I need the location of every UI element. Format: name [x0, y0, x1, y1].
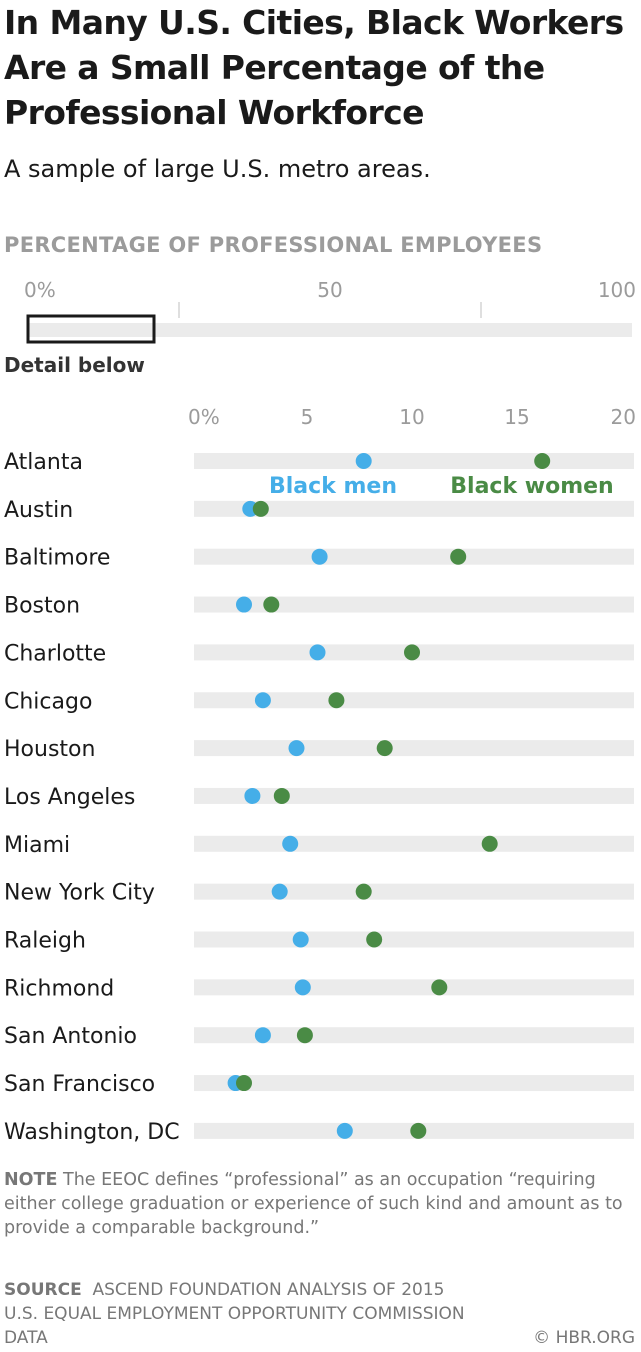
table-row: Charlotte — [4, 641, 634, 666]
row-track — [194, 596, 634, 613]
city-label: New York City — [4, 881, 155, 906]
note: NOTE The EEOC defines “professional” as … — [4, 1168, 634, 1240]
row-track — [194, 787, 634, 804]
row-track — [194, 835, 634, 852]
overview-axis: 0% 50 100 — [24, 278, 636, 344]
detail-axis: 0% 5 10 15 20 — [188, 405, 636, 429]
data-point — [236, 1075, 252, 1092]
data-point — [292, 931, 309, 948]
row-track — [194, 979, 634, 996]
city-label: Los Angeles — [4, 785, 135, 810]
data-point — [271, 883, 288, 900]
chart-subtitle: A sample of large U.S. metro areas. — [4, 155, 431, 183]
data-point — [254, 692, 271, 709]
data-point — [273, 787, 290, 804]
detail-tick-label: 15 — [504, 405, 529, 429]
city-label: Austin — [4, 498, 73, 523]
data-point — [366, 931, 383, 948]
data-point — [311, 548, 328, 565]
data-point — [282, 835, 299, 852]
city-label: Chicago — [4, 689, 92, 714]
table-row: Chicago — [4, 689, 634, 714]
city-label: Baltimore — [4, 546, 110, 571]
row-track — [194, 883, 634, 900]
data-point — [336, 1122, 353, 1139]
city-label: Charlotte — [4, 641, 106, 666]
data-point — [328, 692, 345, 709]
data-point — [263, 596, 280, 613]
source: SOURCE Ascend Foundation analysis of 201… — [4, 1278, 474, 1350]
city-label: Richmond — [4, 976, 114, 1001]
table-row: Richmond — [4, 976, 634, 1001]
city-label: Miami — [4, 833, 70, 858]
data-point — [296, 1027, 313, 1044]
chart-title: In Many U.S. Cities, Black Workers Are a… — [4, 3, 624, 132]
row-track — [194, 740, 634, 757]
table-row: Washington, DC — [4, 1120, 634, 1145]
table-row: New York City — [4, 881, 634, 906]
row-track — [194, 453, 634, 469]
overview-track — [28, 323, 632, 337]
table-row: San Antonio — [4, 1024, 634, 1049]
note-label: NOTE — [4, 1170, 58, 1190]
data-point — [431, 979, 448, 996]
chart-rows: Atlanta Austin Baltimore Boston Charlotte Chi… — [4, 450, 634, 1145]
detail-tick-label: 10 — [399, 405, 424, 429]
row-track — [194, 692, 634, 709]
overview-tick-label: 100 — [598, 278, 636, 302]
data-point — [355, 453, 372, 469]
credit: © HBR.ORG — [533, 1328, 635, 1348]
row-track — [194, 931, 634, 948]
table-row: San Francisco — [4, 1072, 634, 1097]
data-point — [410, 1122, 427, 1139]
row-track — [194, 548, 634, 565]
data-point — [288, 740, 305, 757]
legend-label: Black women — [450, 474, 613, 499]
table-row: Baltimore — [4, 546, 634, 571]
data-point — [450, 548, 467, 565]
row-track — [194, 1075, 634, 1092]
city-label: Atlanta — [4, 450, 83, 475]
data-point — [236, 596, 252, 613]
detail-range-box — [26, 314, 156, 344]
data-point — [309, 644, 326, 661]
city-label: San Francisco — [4, 1072, 155, 1097]
source-label: SOURCE — [4, 1280, 82, 1300]
city-label: Washington, DC — [4, 1120, 180, 1145]
detail-label: Detail below — [4, 353, 145, 377]
table-row: Atlanta — [4, 450, 634, 475]
data-point — [355, 883, 372, 900]
city-label: Raleigh — [4, 929, 86, 954]
detail-tick-label: 5 — [301, 405, 314, 429]
data-point — [481, 835, 498, 852]
data-point — [254, 1027, 271, 1044]
detail-tick-label: 0% — [188, 405, 220, 429]
table-row: Austin — [4, 498, 634, 523]
source-text: Ascend Foundation analysis of 2015 U.S. … — [4, 1280, 465, 1348]
table-row: Houston — [4, 737, 634, 762]
data-point — [252, 500, 269, 517]
legend-label: Black men — [269, 474, 397, 499]
data-point — [244, 787, 261, 804]
city-label: Houston — [4, 737, 95, 762]
table-row: Los Angeles — [4, 785, 634, 810]
chart-canvas: 0% 50 100 0% 5 10 15 20 Atlanta Austin Baltimore… — [4, 278, 636, 1145]
city-label: San Antonio — [4, 1024, 137, 1049]
data-point — [404, 644, 420, 661]
table-row: Raleigh — [4, 929, 634, 954]
overview-tick-label: 50 — [317, 278, 342, 302]
data-point — [376, 740, 393, 757]
row-track — [194, 500, 634, 517]
axis-title: PERCENTAGE OF PROFESSIONAL EMPLOYEES — [4, 233, 543, 257]
city-label: Boston — [4, 594, 80, 619]
detail-tick-label: 20 — [611, 405, 636, 429]
table-row: Miami — [4, 833, 634, 858]
note-text: The EEOC defines “professional” as an oc… — [4, 1170, 623, 1238]
table-row: Boston — [4, 594, 634, 619]
data-point — [294, 979, 311, 996]
overview-tick-label: 0% — [24, 278, 56, 302]
data-point — [534, 453, 551, 469]
